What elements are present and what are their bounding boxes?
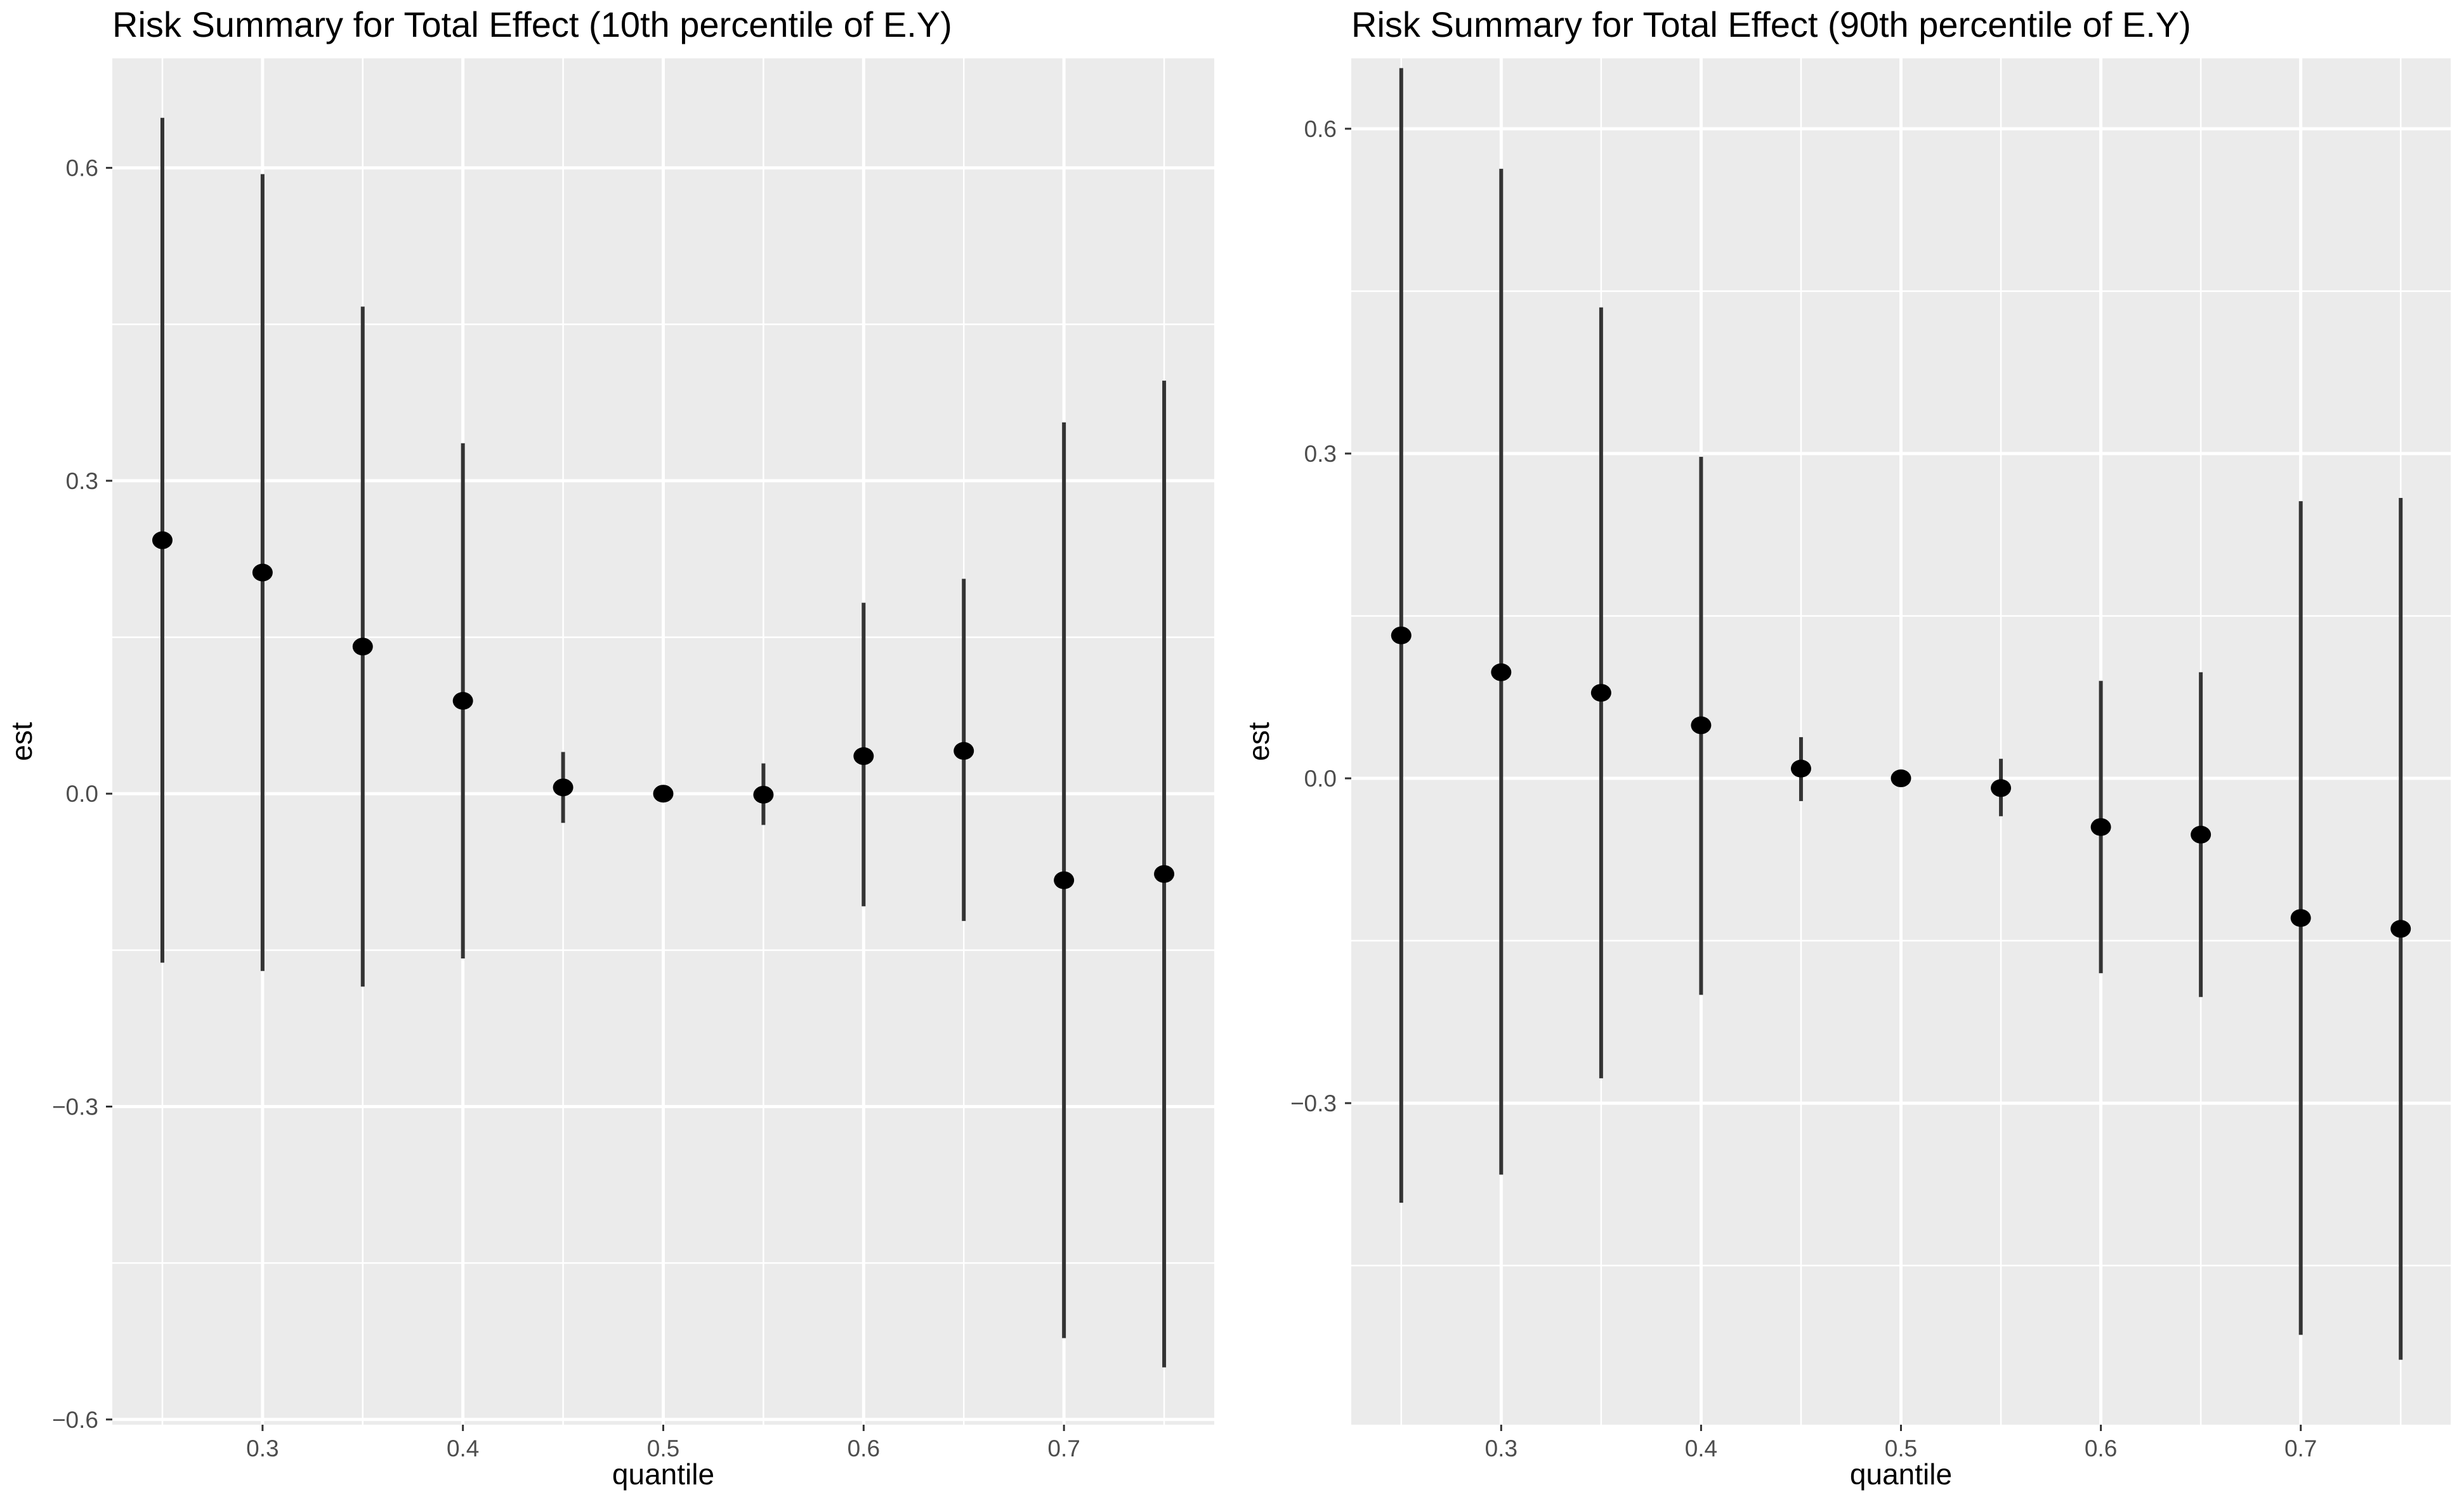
right-estimate-point (1391, 626, 1412, 644)
right-estimate-point (2191, 825, 2212, 844)
right-estimate-point (1590, 684, 1611, 702)
left-estimate-point (252, 563, 273, 582)
right-plot: −0.3 0.0 0.3 0.6 0.3 0.4 0.5 0.6 0.7 quantile est R… (1242, 4, 2451, 1491)
right-estimate-point (2290, 909, 2311, 927)
left-x-tick-label: 0.7 (1047, 1435, 1080, 1461)
left-plot-title: Risk Summary for Total Effect (10th perc… (112, 4, 952, 44)
left-estimate-point (853, 747, 874, 766)
left-x-tick-label: 0.6 (848, 1435, 880, 1461)
right-x-tick-label: 0.6 (2085, 1435, 2117, 1461)
right-estimate-point (1691, 716, 1712, 735)
right-x-tick-label: 0.4 (1685, 1435, 1717, 1461)
left-estimate-point (753, 785, 774, 804)
left-y-axis-label: est (5, 722, 38, 761)
right-x-tick-label: 0.7 (2284, 1435, 2317, 1461)
left-y-tick-label: 0.6 (66, 155, 98, 181)
left-estimate-point (953, 742, 974, 760)
left-x-tick-label: 0.5 (647, 1435, 679, 1461)
right-x-tick-label: 0.5 (1885, 1435, 1917, 1461)
right-estimate-point (1790, 759, 1811, 778)
right-y-tick-label: −0.3 (1290, 1090, 1337, 1116)
left-estimate-point (653, 785, 674, 803)
left-x-axis-label: quantile (612, 1458, 714, 1491)
right-estimate-point (1891, 769, 1911, 788)
left-estimate-point (352, 637, 373, 656)
left-estimate-point (452, 691, 473, 710)
left-y-tick-label: −0.6 (52, 1407, 98, 1433)
right-estimate-point (2390, 920, 2411, 938)
right-y-tick-label: 0.6 (1304, 116, 1337, 142)
left-x-tick-label: 0.4 (447, 1435, 479, 1461)
left-plot: −0.6 −0.3 0.0 0.3 0.6 0.3 0.4 0.5 0.6 0.7 quantile… (5, 4, 1214, 1491)
left-estimate-point (152, 531, 173, 549)
right-y-tick-label: 0.0 (1304, 766, 1337, 792)
right-estimate-point (2090, 818, 2111, 836)
left-y-tick-label: −0.3 (52, 1094, 98, 1120)
left-x-tick-label: 0.3 (246, 1435, 279, 1461)
left-y-tick-label: 0.0 (66, 781, 98, 807)
right-y-axis-label: est (1242, 722, 1275, 761)
left-estimate-point (553, 778, 573, 797)
right-y-tick-label: 0.3 (1304, 441, 1337, 467)
right-plot-title: Risk Summary for Total Effect (90th perc… (1351, 4, 2191, 44)
left-estimate-point (1154, 865, 1175, 883)
right-estimate-point (1991, 779, 2012, 797)
right-estimate-point (1491, 663, 1512, 681)
right-x-tick-label: 0.3 (1485, 1435, 1517, 1461)
right-x-axis-label: quantile (1850, 1458, 1952, 1491)
left-y-tick-label: 0.3 (66, 468, 98, 494)
left-estimate-point (1054, 871, 1075, 889)
